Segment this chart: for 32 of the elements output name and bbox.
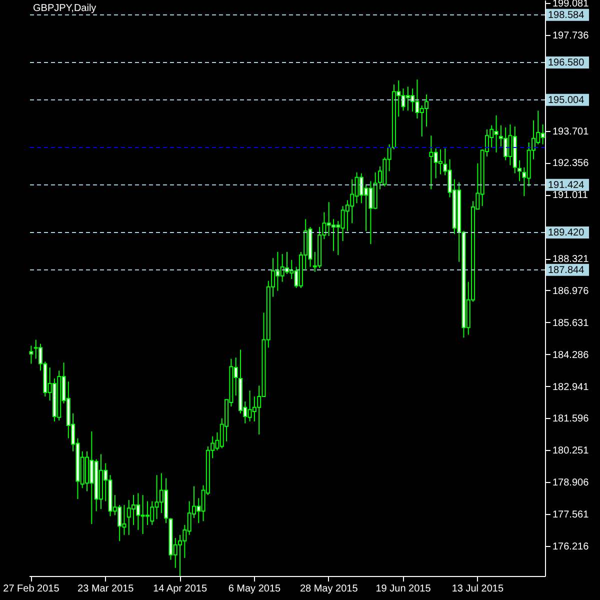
x-tick-label: 23 Mar 2015: [78, 584, 134, 594]
y-tick-label: 193.701: [552, 126, 590, 138]
x-tick-label: 19 Jun 2015: [376, 584, 432, 594]
candlestick: [29, 345, 34, 364]
candlestick: [438, 148, 442, 175]
y-tick-label: 191.011: [552, 190, 588, 202]
y-tick-label: 181.596: [552, 414, 590, 425]
ref-line-label: 189.420: [548, 227, 585, 238]
ref-line-label: 198.584: [548, 10, 585, 21]
y-tick-label: 177.561: [552, 510, 590, 521]
x-tick-label: 27 Feb 2015: [3, 584, 60, 594]
candlestick: [518, 160, 522, 182]
ref-line-label: 191.424: [548, 180, 585, 191]
y-tick-label: 176.216: [552, 541, 590, 552]
y-tick-label: 180.251: [552, 446, 590, 457]
ref-line-label: 196.580: [548, 57, 585, 68]
y-tick-label: 184.286: [552, 350, 590, 361]
x-tick-label: 13 Jul 2015: [452, 584, 504, 594]
y-tick-label: 197.736: [552, 30, 590, 42]
y-tick-label: 199.081: [552, 0, 590, 10]
y-tick-label: 185.631: [552, 318, 590, 329]
y-tick-label: 186.976: [552, 286, 590, 297]
y-tick-label: 182.941: [552, 382, 590, 393]
x-tick-label: 6 May 2015: [228, 584, 282, 594]
x-tick-label: 28 May 2015: [300, 584, 358, 594]
ref-line-label: 187.844: [548, 264, 585, 276]
ref-line-label: 195.004: [548, 94, 585, 106]
y-tick-label: 188.321: [552, 254, 590, 266]
x-tick-label: 14 Apr 2015: [153, 584, 208, 594]
y-tick-label: 192.356: [552, 158, 590, 170]
y-tick-label: 178.906: [552, 478, 590, 489]
chart-title: GBPJPY,Daily: [33, 3, 96, 14]
